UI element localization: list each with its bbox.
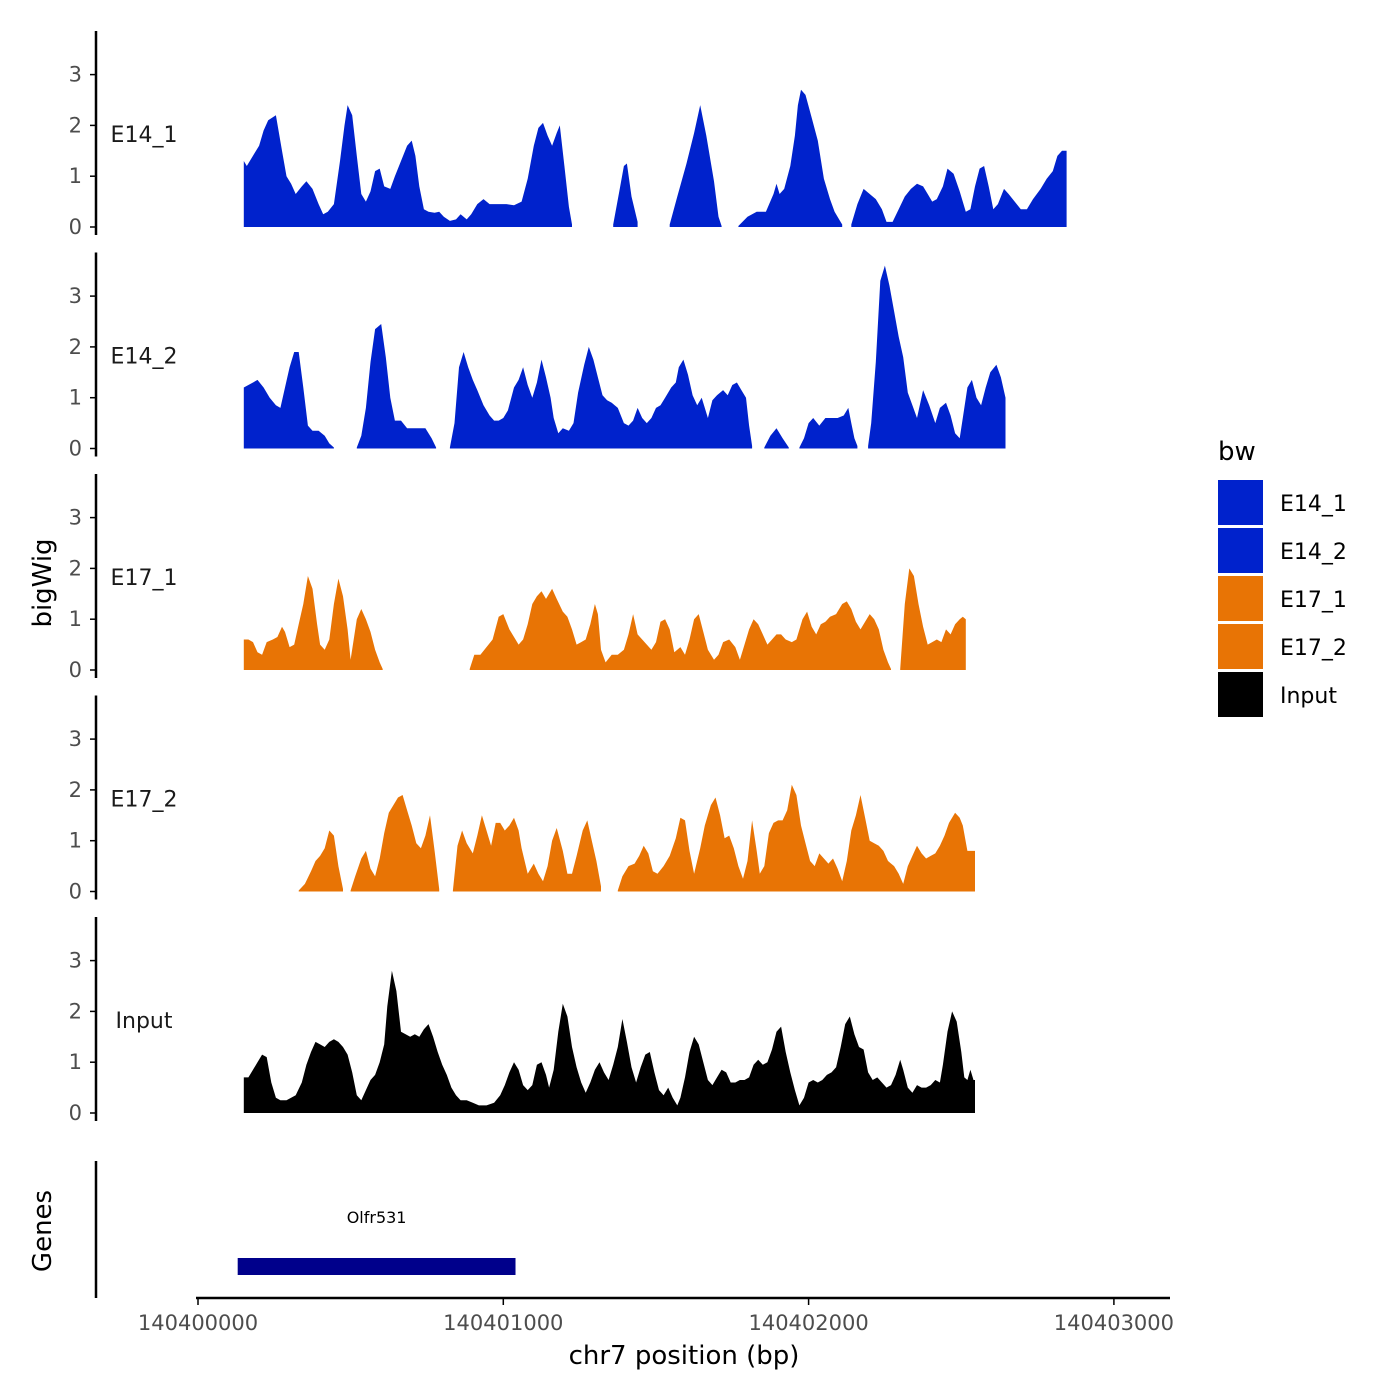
legend-title: bw: [1218, 437, 1256, 467]
legend-label-Input: Input: [1280, 684, 1337, 709]
coverage-area-E14_2: [449, 346, 753, 449]
track-label: E17_2: [111, 788, 178, 813]
y-tick-label: 1: [69, 607, 82, 631]
y-tick-label: 2: [69, 113, 82, 137]
legend-swatch-E14_2: [1218, 528, 1263, 573]
y-tick-label: 0: [69, 437, 82, 461]
y-tick-label: 3: [69, 949, 82, 973]
y-tick-label: 0: [69, 1101, 82, 1125]
coverage-area-E14_1: [851, 150, 1067, 227]
x-tick-label: 140403000: [1054, 1311, 1174, 1335]
coverage-area-E14_2: [868, 265, 1006, 449]
coverage-area-E14_2: [356, 324, 437, 449]
track-E17_1: 0 1 2 3 E17_1: [69, 474, 966, 682]
coverage-area-E17_2: [452, 815, 601, 892]
y-axis-title: bigWig: [28, 538, 58, 627]
legend-label-E17_1: E17_1: [1280, 588, 1347, 613]
y-tick-label: 3: [69, 506, 82, 530]
track-label: Input: [116, 1009, 173, 1034]
y-tick-label: 1: [69, 1050, 82, 1074]
legend-swatch-E14_1: [1218, 480, 1263, 525]
gene-panel: Olfr531: [94, 1161, 516, 1298]
legend-swatch-E17_1: [1218, 576, 1263, 621]
coverage-area-E14_2: [799, 407, 858, 449]
coverage-area-E17_1: [243, 576, 383, 670]
coverage-area-E14_1: [738, 89, 843, 227]
legend: E14_1 E14_2 E17_1 E17_2 Input: [1218, 480, 1347, 717]
coverage-area-E14_2: [764, 428, 789, 449]
x-tick-label: 140400000: [138, 1311, 258, 1335]
coverage-area-Input: [243, 970, 976, 1113]
coverage-area-E14_1: [613, 163, 638, 227]
coverage-area-E17_1: [900, 568, 966, 670]
coverage-area-E14_2: [243, 352, 334, 449]
track-label: E14_1: [111, 123, 178, 148]
y-tick-label: 2: [69, 335, 82, 359]
y-tick-label: 3: [69, 63, 82, 87]
coverage-area-E17_1: [469, 588, 891, 670]
legend-swatch-E17_2: [1218, 624, 1263, 669]
y-tick-label: 1: [69, 164, 82, 188]
x-axis: 140400000 140401000 140402000 140403000: [138, 1296, 1174, 1335]
track-E14_2: 0 1 2 3 E14_2: [69, 252, 1006, 461]
legend-label-E14_1: E14_1: [1280, 492, 1347, 517]
y-tick-label: 2: [69, 778, 82, 802]
coverage-area-E17_2: [617, 784, 975, 892]
track-label: E14_2: [111, 345, 178, 370]
legend-label-E17_2: E17_2: [1280, 636, 1347, 661]
coverage-area-E14_1: [243, 105, 573, 227]
y-tick-label: 3: [69, 727, 82, 751]
x-axis-title: chr7 position (bp): [569, 1341, 800, 1371]
track-E17_2: 0 1 2 3 E17_2: [69, 695, 975, 904]
coverage-area-E17_2: [298, 830, 343, 892]
y-tick-label: 0: [69, 880, 82, 904]
tracks-group: 0 1 2 3 E14_1 0 1 2 3 E14_2 0 1 2 3 E17_1 0 1 2 3 E17_2 0 1 2 3…: [69, 31, 1067, 1125]
y-tick-label: 3: [69, 284, 82, 308]
x-tick-label: 140402000: [748, 1311, 868, 1335]
coverage-area-E17_2: [350, 795, 440, 892]
track-label: E17_1: [111, 566, 178, 591]
track-Input: 0 1 2 3 Input: [69, 917, 976, 1125]
y-tick-label: 1: [69, 386, 82, 410]
track-E14_1: 0 1 2 3 E14_1: [69, 31, 1067, 239]
coverage-area-E14_1: [669, 105, 722, 227]
gene-track-title: Genes: [28, 1190, 58, 1272]
y-tick-label: 1: [69, 829, 82, 853]
legend-swatch-Input: [1218, 672, 1263, 717]
gene-name-label: Olfr531: [347, 1208, 407, 1227]
legend-label-E14_2: E14_2: [1280, 540, 1347, 565]
y-tick-label: 0: [69, 658, 82, 682]
x-tick-label: 140401000: [443, 1311, 563, 1335]
gene-body: [237, 1258, 516, 1275]
y-tick-label: 2: [69, 556, 82, 580]
y-tick-label: 2: [69, 999, 82, 1023]
y-tick-label: 0: [69, 215, 82, 239]
